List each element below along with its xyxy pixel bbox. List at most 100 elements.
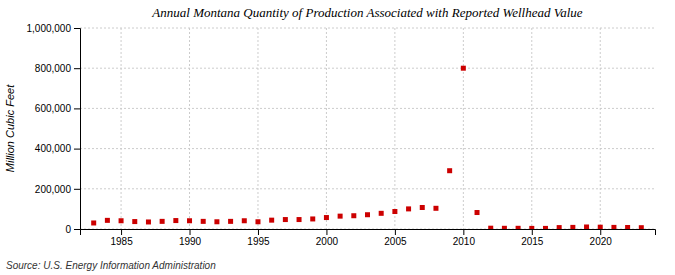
point xyxy=(529,226,534,229)
title: Annual Montana Quantity of Production As… xyxy=(151,5,583,20)
y-tick: 1,000,000 xyxy=(27,23,81,34)
grid-line xyxy=(463,28,464,229)
point xyxy=(557,225,562,229)
point xyxy=(146,219,151,224)
tick-mark xyxy=(74,68,80,69)
tick-mark xyxy=(121,229,122,235)
point xyxy=(242,218,247,223)
tick-mark xyxy=(74,149,80,150)
point xyxy=(324,215,329,220)
grid-line xyxy=(80,28,655,29)
tick-label: 2000 xyxy=(316,236,339,247)
point xyxy=(269,218,274,223)
point xyxy=(228,219,233,224)
point xyxy=(475,210,480,215)
point xyxy=(406,206,411,211)
point xyxy=(639,225,644,229)
grid-line xyxy=(257,28,258,229)
point xyxy=(214,219,219,224)
point xyxy=(119,218,124,223)
tick-label: 200,000 xyxy=(35,184,72,195)
point xyxy=(543,226,548,229)
plot: 1985 1990 1995 2000 2005 2010 2015 2020 0 200,000… xyxy=(27,23,656,247)
grid-line xyxy=(80,188,655,189)
tick-label: 800,000 xyxy=(35,63,72,74)
point xyxy=(488,226,493,229)
annotation: Source: U.S. Energy Information Administ… xyxy=(6,260,216,271)
y-tick: 200,000 xyxy=(35,184,80,195)
y-tick: 0 xyxy=(65,224,80,235)
tick-mark xyxy=(258,229,259,235)
grid-line xyxy=(80,68,655,69)
point xyxy=(379,211,384,216)
axis-line xyxy=(74,29,81,230)
tick-label: 400,000 xyxy=(35,143,72,154)
tick-label: 1990 xyxy=(179,236,202,247)
point xyxy=(516,226,521,229)
grid-line xyxy=(189,28,190,229)
point xyxy=(201,219,206,224)
point xyxy=(160,219,165,224)
point xyxy=(420,205,425,210)
point xyxy=(598,225,603,229)
grid-line xyxy=(326,28,327,229)
tick-label: 1995 xyxy=(247,236,270,247)
point xyxy=(502,226,507,229)
point xyxy=(187,218,192,223)
x-tick: 2010 xyxy=(453,229,476,247)
tick-mark xyxy=(74,229,80,230)
point xyxy=(584,224,589,229)
tick-mark xyxy=(74,189,80,190)
tick-mark xyxy=(74,28,80,29)
tick-label: 1,000,000 xyxy=(27,23,72,34)
point xyxy=(570,225,575,229)
tick-label: 1985 xyxy=(110,236,133,247)
tick-mark xyxy=(463,229,464,235)
y-axis: 0 200,000 400,000 600,000 800,000 1,000,000 xyxy=(27,23,81,235)
tick-label: 600,000 xyxy=(35,103,72,114)
x-tick: 1995 xyxy=(247,229,270,247)
tick-mark xyxy=(326,229,327,235)
x-tick: 2000 xyxy=(316,229,339,247)
tick-label: 2005 xyxy=(384,236,407,247)
point xyxy=(392,209,397,214)
grid-line xyxy=(121,28,122,229)
point xyxy=(283,217,288,222)
tick-mark xyxy=(532,229,533,235)
chart: 1985 1990 1995 2000 2005 2010 2015 2020 0 200,000… xyxy=(0,0,675,275)
grid-line xyxy=(80,108,655,109)
point xyxy=(310,216,315,221)
point xyxy=(105,218,110,223)
y-tick: 800,000 xyxy=(35,63,80,74)
tick-label: 0 xyxy=(65,224,71,235)
x-tick: 2015 xyxy=(521,229,544,247)
tick-label: 2020 xyxy=(590,236,613,247)
point xyxy=(365,212,370,217)
point xyxy=(297,217,302,222)
point xyxy=(625,225,630,229)
x-tick: 2020 xyxy=(590,229,613,247)
point xyxy=(255,219,260,224)
tick-mark xyxy=(395,229,396,235)
tick-mark xyxy=(74,108,80,109)
point xyxy=(91,220,96,225)
tick-label: 2015 xyxy=(521,236,544,247)
grid xyxy=(80,28,655,229)
point xyxy=(447,168,452,173)
point xyxy=(338,214,343,219)
grid-line xyxy=(531,28,532,229)
y-tick: 600,000 xyxy=(35,103,80,114)
y-tick: 400,000 xyxy=(35,143,80,154)
grid-line xyxy=(80,148,655,149)
point xyxy=(461,66,466,71)
x-tick: 1985 xyxy=(110,229,133,247)
x-tick: 2005 xyxy=(384,229,407,247)
x-tick: 1990 xyxy=(179,229,202,247)
point xyxy=(173,218,178,223)
grid-line xyxy=(394,28,395,229)
point xyxy=(351,213,356,218)
point xyxy=(433,206,438,211)
points xyxy=(91,66,644,229)
x-axis: 1985 1990 1995 2000 2005 2010 2015 2020 xyxy=(81,229,656,247)
tick-mark xyxy=(190,229,191,235)
